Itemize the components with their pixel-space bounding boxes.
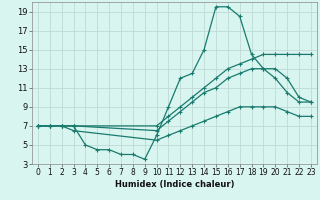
X-axis label: Humidex (Indice chaleur): Humidex (Indice chaleur)	[115, 180, 234, 189]
